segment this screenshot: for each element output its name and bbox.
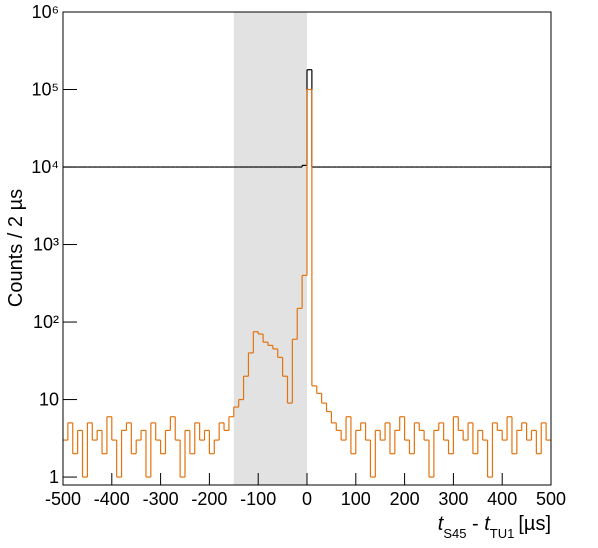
x-tick-label: -300 xyxy=(143,489,179,509)
x-tick-label: 200 xyxy=(390,489,420,509)
y-tick-label: 10⁴ xyxy=(31,157,59,177)
x-axis-label: tS45 - tTU1 [µs] xyxy=(438,513,551,541)
y-axis-label: Counts / 2 µs xyxy=(5,189,27,307)
x-tick-label: -400 xyxy=(94,489,130,509)
histogram-series xyxy=(63,69,551,168)
x-label-sep: - xyxy=(466,513,484,535)
y-tick-label: 10⁶ xyxy=(32,2,59,22)
x-tick-label: -500 xyxy=(45,489,81,509)
x-tick-label: -200 xyxy=(191,489,227,509)
x-label-var: t xyxy=(438,513,445,535)
x-tick-label: 500 xyxy=(536,489,566,509)
y-tick-label: 10³ xyxy=(33,235,59,255)
x-tick-label: 100 xyxy=(341,489,371,509)
x-tick-label: -100 xyxy=(240,489,276,509)
x-label-sub: S45 xyxy=(443,526,466,541)
x-tick-label: 300 xyxy=(438,489,468,509)
x-label-var: t xyxy=(484,513,491,535)
shaded-region xyxy=(233,12,307,485)
y-tick-label: 10² xyxy=(33,312,59,332)
x-label-unit: [µs] xyxy=(518,513,551,535)
y-tick-label: 10⁵ xyxy=(32,80,59,100)
y-tick-label: 10 xyxy=(39,390,59,410)
x-tick-label: 0 xyxy=(302,489,312,509)
histogram-series xyxy=(63,88,551,478)
y-tick-label: 1 xyxy=(49,467,59,487)
x-label-sub: TU1 xyxy=(490,526,515,541)
x-tick-label: 400 xyxy=(487,489,517,509)
